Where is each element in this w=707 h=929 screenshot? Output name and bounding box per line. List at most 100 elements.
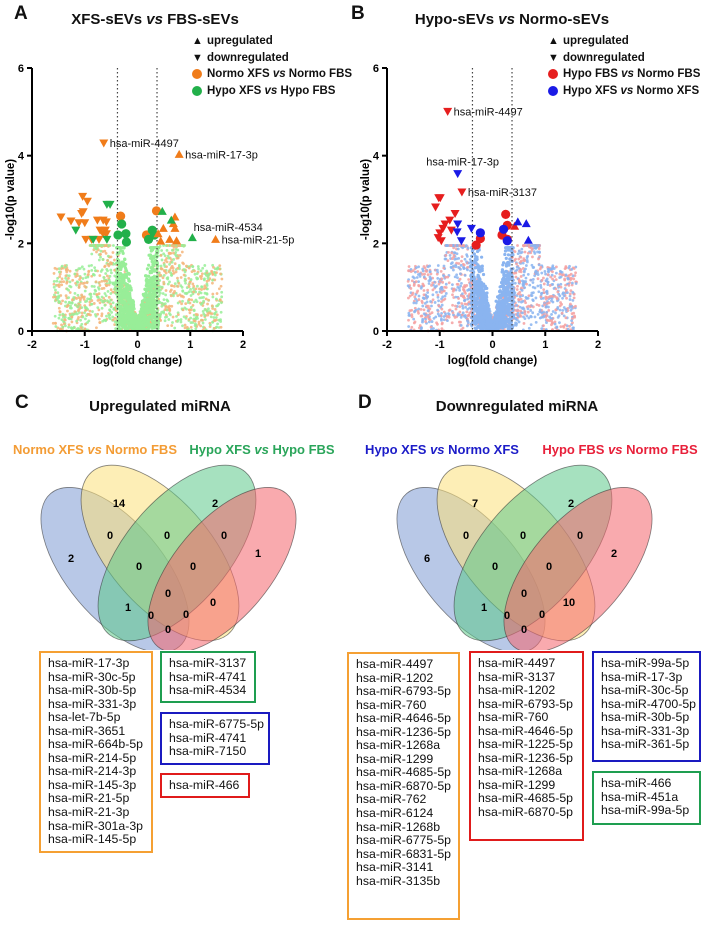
- data-point: [71, 278, 75, 282]
- data-point: [101, 258, 105, 261]
- title-part: Hypo-sEVs: [414, 11, 499, 28]
- background-points: [51, 244, 224, 333]
- data-point: [88, 300, 92, 304]
- legend-series: Hypo XFS vs Normo XFS: [548, 83, 700, 100]
- data-point: [103, 292, 107, 295]
- data-point: [213, 308, 217, 311]
- data-point: [203, 308, 207, 311]
- data-point: [172, 271, 176, 275]
- plot-b-title: Hypo-sEVs vs Normo-sEVs: [415, 11, 609, 28]
- data-point: [189, 294, 193, 297]
- data-point: [95, 326, 98, 330]
- vs-text: vs: [272, 68, 286, 80]
- data-point: [197, 287, 201, 291]
- data-point: [106, 269, 109, 273]
- data-point: [216, 322, 219, 326]
- data-point: [74, 268, 78, 272]
- data-point: [67, 316, 71, 320]
- data-point: [167, 256, 171, 260]
- data-point: [105, 284, 109, 287]
- data-point: [68, 269, 72, 273]
- legend-downregulated: ▼ downregulated: [192, 50, 352, 67]
- data-point: [64, 294, 68, 298]
- data-point: [91, 310, 94, 313]
- data-point: [164, 313, 168, 317]
- data-point: [211, 281, 214, 285]
- data-point: [177, 263, 181, 267]
- data-point: [176, 276, 179, 280]
- data-point: [195, 284, 199, 288]
- label-part: Hypo FBS: [563, 68, 622, 80]
- data-point: [172, 294, 175, 298]
- data-point: [85, 281, 89, 285]
- data-point: [56, 326, 60, 330]
- data-point: [106, 289, 110, 293]
- data-point: [79, 318, 82, 322]
- plot-a-title: XFS-sEVs vs FBS-sEVs: [71, 11, 239, 28]
- data-point: [100, 306, 104, 310]
- data-point: [175, 314, 178, 318]
- data-point: [187, 276, 191, 280]
- title-part: XFS-sEVs: [71, 11, 147, 28]
- data-point: [174, 291, 178, 295]
- data-point: [82, 297, 86, 301]
- data-point: [171, 321, 174, 324]
- label-part: Normo FBS: [633, 68, 701, 80]
- data-point: [197, 320, 201, 324]
- panel-letter-b: B: [351, 3, 365, 24]
- data-point: [52, 272, 56, 275]
- data-point: [168, 290, 172, 293]
- data-point: [90, 274, 94, 278]
- data-point: [191, 304, 195, 307]
- data-point: [103, 249, 107, 253]
- data-point: [174, 270, 178, 274]
- legend-series: Hypo XFS vs Hypo FBS: [192, 83, 352, 100]
- data-point: [106, 299, 109, 303]
- data-point: [83, 311, 86, 315]
- legend-text: Normo XFS vs Normo FBS: [207, 66, 352, 83]
- data-point: [203, 318, 207, 321]
- data-point: [162, 273, 166, 277]
- data-point: [97, 292, 101, 296]
- down-triangle-icon: ▼: [192, 51, 203, 64]
- label-part: Hypo XFS: [207, 84, 265, 97]
- title-vs: vs: [146, 11, 163, 28]
- label-part: Hypo XFS: [563, 84, 621, 97]
- data-point: [89, 313, 92, 317]
- data-point: [61, 299, 64, 303]
- data-point: [181, 324, 184, 328]
- data-point: [190, 298, 194, 302]
- data-point: [95, 250, 98, 254]
- data-point: [64, 276, 68, 280]
- data-point: [162, 298, 166, 302]
- data-point: [211, 295, 215, 299]
- data-point: [200, 272, 204, 276]
- data-point: [212, 270, 216, 274]
- legend-text: downregulated: [207, 51, 289, 64]
- data-point: [189, 321, 193, 324]
- title-vs: vs: [498, 11, 515, 28]
- data-point: [165, 265, 168, 268]
- data-point: [165, 248, 169, 252]
- data-point: [52, 285, 56, 289]
- data-point: [185, 291, 189, 295]
- data-point: [200, 288, 203, 291]
- data-point: [83, 289, 87, 293]
- data-point: [171, 269, 175, 273]
- data-point: [112, 244, 115, 247]
- data-point: [90, 268, 94, 272]
- circle-marker-icon: [192, 85, 202, 96]
- data-point: [168, 262, 171, 266]
- data-point: [203, 264, 207, 267]
- data-point: [75, 319, 79, 323]
- data-point: [96, 269, 99, 273]
- data-point: [160, 249, 164, 252]
- data-point: [167, 318, 171, 321]
- title-part: Normo-sEVs: [514, 11, 610, 28]
- panel-letter-d: D: [358, 392, 372, 413]
- panel-letter-a: A: [14, 3, 28, 24]
- data-point: [170, 324, 174, 327]
- legend-text: downregulated: [563, 51, 645, 64]
- data-point: [104, 251, 108, 255]
